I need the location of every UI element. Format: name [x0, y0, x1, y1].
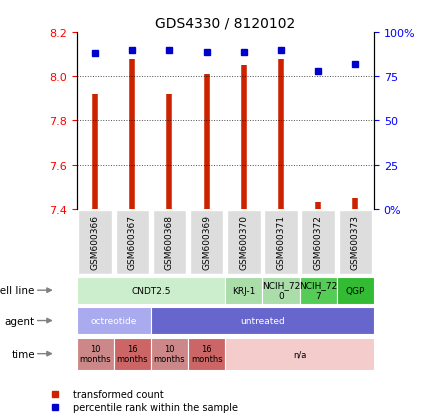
FancyBboxPatch shape: [264, 211, 298, 274]
FancyBboxPatch shape: [300, 277, 337, 304]
FancyBboxPatch shape: [337, 277, 374, 304]
FancyBboxPatch shape: [227, 211, 261, 274]
Text: NCIH_72
7: NCIH_72 7: [299, 281, 337, 300]
FancyBboxPatch shape: [78, 211, 112, 274]
Text: 16
months: 16 months: [191, 344, 222, 363]
FancyBboxPatch shape: [301, 211, 335, 274]
Text: GSM600370: GSM600370: [239, 215, 248, 270]
Text: cell line: cell line: [0, 285, 35, 295]
Title: GDS4330 / 8120102: GDS4330 / 8120102: [155, 17, 295, 31]
FancyBboxPatch shape: [153, 211, 186, 274]
Text: n/a: n/a: [293, 349, 306, 358]
Text: NCIH_72
0: NCIH_72 0: [262, 281, 300, 300]
Text: 10
months: 10 months: [79, 344, 111, 363]
Text: CNDT2.5: CNDT2.5: [131, 286, 170, 295]
FancyBboxPatch shape: [76, 307, 151, 335]
FancyBboxPatch shape: [76, 277, 225, 304]
FancyBboxPatch shape: [262, 277, 300, 304]
FancyBboxPatch shape: [188, 338, 225, 370]
Text: agent: agent: [5, 316, 35, 326]
Text: GSM600371: GSM600371: [277, 215, 286, 270]
Text: 16
months: 16 months: [116, 344, 148, 363]
Text: untreated: untreated: [240, 316, 285, 325]
Text: transformed count: transformed count: [73, 389, 164, 399]
Text: percentile rank within the sample: percentile rank within the sample: [73, 402, 238, 412]
Text: GSM600372: GSM600372: [314, 215, 323, 270]
Text: GSM600369: GSM600369: [202, 215, 211, 270]
Text: GSM600373: GSM600373: [351, 215, 360, 270]
Text: time: time: [11, 349, 35, 359]
Text: GSM600367: GSM600367: [128, 215, 137, 270]
Text: GSM600368: GSM600368: [165, 215, 174, 270]
FancyBboxPatch shape: [151, 338, 188, 370]
Text: octreotide: octreotide: [91, 316, 137, 325]
Text: QGP: QGP: [346, 286, 365, 295]
FancyBboxPatch shape: [76, 338, 113, 370]
FancyBboxPatch shape: [116, 211, 149, 274]
FancyBboxPatch shape: [190, 211, 224, 274]
FancyBboxPatch shape: [339, 211, 372, 274]
FancyBboxPatch shape: [151, 307, 374, 335]
Text: 10
months: 10 months: [154, 344, 185, 363]
Text: GSM600366: GSM600366: [91, 215, 99, 270]
Text: KRJ-1: KRJ-1: [232, 286, 255, 295]
FancyBboxPatch shape: [225, 277, 262, 304]
FancyBboxPatch shape: [113, 338, 151, 370]
FancyBboxPatch shape: [225, 338, 374, 370]
